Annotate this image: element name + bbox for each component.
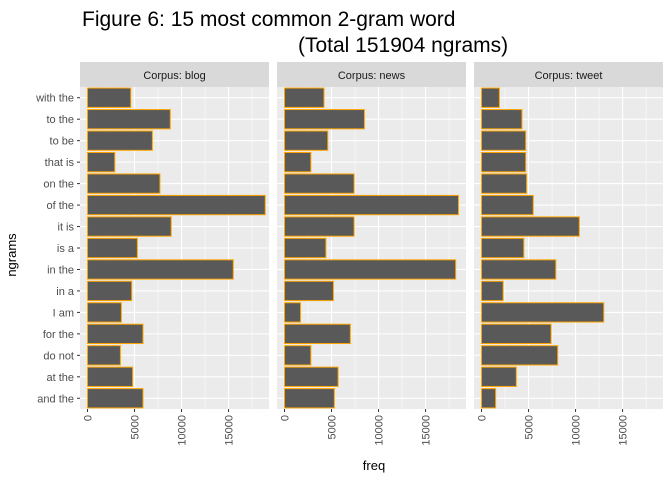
bar-with-the (481, 87, 500, 108)
bar-of-the (284, 194, 459, 216)
panel-1: Corpus: blog 0 5000 10000 15000 (80, 62, 269, 446)
bar-it-is (481, 216, 580, 237)
y-tick-label: is a (57, 243, 75, 255)
x-tick-label: 15000 (618, 415, 630, 446)
y-tick-label: with the (35, 93, 74, 105)
y-tick-label: do not (43, 350, 74, 362)
bar-do-not (87, 345, 121, 366)
bar-for-the (87, 323, 144, 345)
bar-of-the (481, 194, 534, 216)
bar-is-a (481, 237, 525, 259)
bar-do-not (481, 345, 559, 366)
bar-in-the (87, 259, 234, 280)
panel-strip-label: Corpus: tweet (535, 70, 603, 82)
y-tick-label: of the (46, 200, 74, 212)
bar-with-the (284, 87, 325, 108)
bar-that-is (284, 151, 312, 173)
x-tick-label: 5000 (524, 415, 536, 439)
bar-i-am (481, 302, 605, 323)
bar-to-be (87, 130, 153, 151)
bar-is-a (284, 237, 327, 259)
y-tick-label: at the (46, 372, 74, 384)
bar-with-the (87, 87, 132, 108)
bar-to-be (481, 130, 527, 151)
chart-title-line-1: Figure 6: 15 most common 2-gram word (82, 8, 455, 31)
bar-on-the (481, 173, 528, 194)
panel-2: Corpus: news 0 5000 10000 15000 (277, 62, 466, 446)
bar-that-is (87, 151, 116, 173)
panels-layer: Corpus: blog 0 5000 10000 15000 Corpus: news 0… (80, 62, 663, 446)
bar-of-the (87, 194, 266, 216)
bar-do-not (284, 345, 312, 366)
bar-at-the (481, 366, 517, 387)
bar-it-is (284, 216, 355, 237)
x-tick-label: 15000 (421, 415, 433, 446)
x-tick-label: 10000 (177, 415, 189, 446)
y-tick-label: in a (56, 286, 75, 298)
bar-in-a (284, 280, 334, 302)
bar-on-the (87, 173, 161, 194)
bar-in-a (87, 280, 133, 302)
panel-strip-label: Corpus: blog (143, 70, 205, 82)
bar-in-a (481, 280, 504, 302)
y-tick-label: to the (46, 114, 74, 126)
chart-title-line-2: (Total 151904 ngrams) (298, 34, 508, 57)
y-tick-label: and the (37, 393, 74, 405)
x-axis-title: freq (363, 458, 385, 473)
bar-at-the (284, 366, 339, 387)
y-axis: with the to the to be that is on the of the it… (35, 93, 80, 405)
x-tick-label: 5000 (130, 415, 142, 439)
bar-in-the (481, 259, 557, 280)
bar-is-a (87, 237, 138, 259)
bar-it-is (87, 216, 172, 237)
y-tick-label: I am (53, 307, 74, 319)
y-tick-label: that is (45, 157, 75, 169)
y-tick-label: in the (47, 264, 74, 276)
panel-strip-label: Corpus: news (338, 70, 406, 82)
panel-strip (474, 62, 663, 87)
x-tick-label: 10000 (374, 415, 386, 446)
bar-at-the (87, 366, 134, 387)
x-tick-label: 0 (83, 415, 95, 421)
panel-strip (277, 62, 466, 87)
bar-for-the (481, 323, 552, 345)
x-tick-label: 0 (280, 415, 292, 421)
panel-3: Corpus: tweet 0 5000 10000 15000 (474, 62, 663, 446)
bar-to-the (87, 109, 171, 130)
bar-for-the (284, 323, 351, 345)
y-axis-title: ngrams (4, 233, 19, 277)
x-tick-label: 0 (477, 415, 489, 421)
panel-strip (80, 62, 269, 87)
bar-on-the (284, 173, 355, 194)
bar-to-the (481, 109, 523, 130)
x-tick-label: 10000 (571, 415, 583, 446)
bar-i-am (87, 302, 122, 323)
bar-to-be (284, 130, 329, 151)
y-tick-label: it is (58, 222, 75, 234)
bar-that-is (481, 151, 527, 173)
bar-in-the (284, 259, 457, 280)
bar-and-the (284, 388, 335, 409)
y-tick-label: on the (43, 179, 74, 191)
bar-to-the (284, 109, 365, 130)
bar-and-the (87, 388, 144, 409)
x-tick-label: 15000 (224, 415, 236, 446)
bar-i-am (284, 302, 302, 323)
y-tick-label: to be (50, 136, 74, 148)
y-tick-label: for the (43, 329, 74, 341)
x-tick-label: 5000 (327, 415, 339, 439)
bar-and-the (481, 388, 497, 409)
